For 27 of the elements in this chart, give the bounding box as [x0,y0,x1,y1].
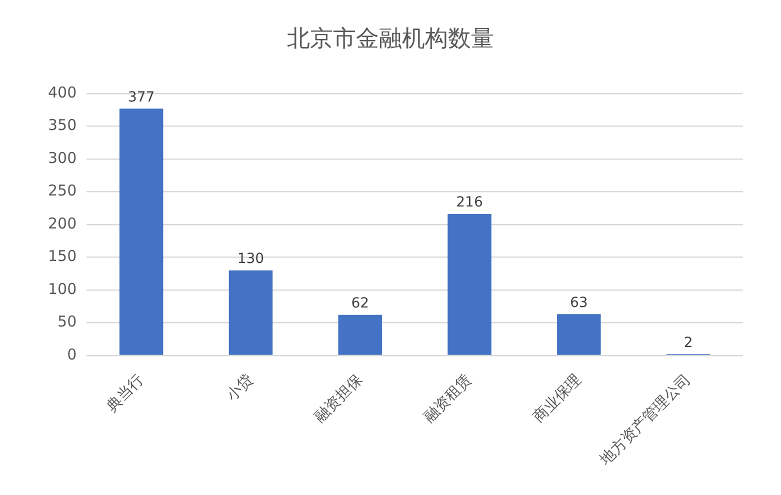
bar [228,270,273,355]
x-tick-label: 典当行 [102,370,147,416]
x-tick-label: 融资租赁 [420,370,476,426]
data-label: 62 [351,295,370,312]
x-tick-label: 小贷 [222,370,256,405]
y-tick-label: 50 [58,312,77,331]
data-label: 377 [128,89,155,106]
data-label: 63 [570,294,588,311]
bar [119,108,164,355]
y-tick-label: 300 [48,148,77,167]
y-tick-label: 350 [48,116,77,134]
y-tick-label: 200 [48,214,77,232]
bar [557,314,601,355]
x-tick-label: 地方资产管理公司 [596,370,694,469]
y-tick-label: 250 [48,182,77,200]
y-tick-label: 150 [48,247,77,266]
x-tick-label: 融资担保 [310,370,366,426]
bar [338,314,382,355]
data-label: 130 [237,250,264,267]
y-tick-label: 100 [48,280,77,298]
bar [448,214,492,355]
chart-title: 北京市金融机构数量 [287,26,494,52]
data-label: 2 [684,334,693,351]
y-tick-label: 400 [48,83,77,102]
x-tick-label: 商业保理 [529,370,584,426]
y-tick-label: 0 [67,345,77,364]
data-label: 216 [456,194,483,211]
